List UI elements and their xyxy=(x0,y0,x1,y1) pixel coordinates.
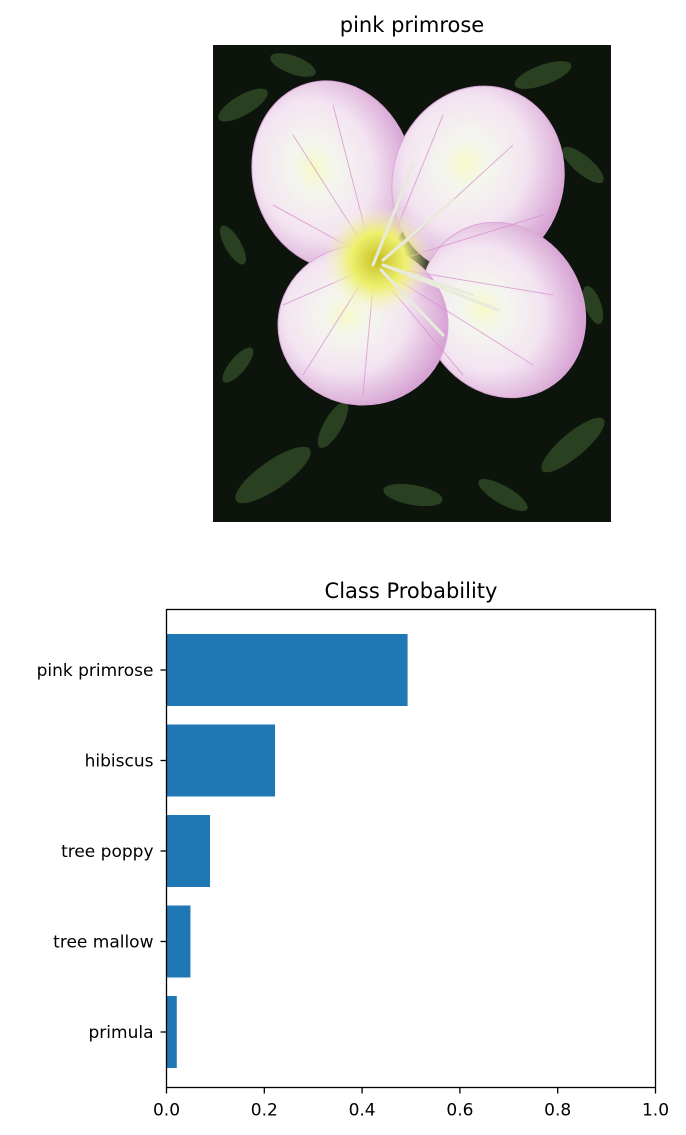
y-tick-label: hibiscus xyxy=(85,752,154,772)
x-tick-label: 0.2 xyxy=(251,1101,278,1121)
class-probability-chart: Class Probability pink primrose hibiscus t… xyxy=(37,579,669,1121)
x-tick-label: 0.8 xyxy=(544,1101,571,1121)
bar-primula xyxy=(166,996,177,1068)
plot-frame xyxy=(165,608,657,1089)
bar-hibiscus xyxy=(166,724,276,797)
bar-pink-primrose xyxy=(166,634,408,706)
bar-tree-poppy xyxy=(166,815,211,887)
x-tick-label: 0.4 xyxy=(349,1101,376,1121)
bar-tree-mallow xyxy=(166,905,191,978)
chart-title: Class Probability xyxy=(325,579,498,603)
x-tick-label: 0.6 xyxy=(446,1101,473,1121)
image-title: pink primrose xyxy=(339,13,485,37)
flower-photo xyxy=(213,45,611,522)
x-tick-label: 1.0 xyxy=(642,1101,669,1121)
y-tick-label: tree poppy xyxy=(61,842,153,862)
x-tick-label: 0.0 xyxy=(153,1101,180,1121)
y-tick-label: tree mallow xyxy=(53,933,153,953)
y-tick-label: pink primrose xyxy=(37,661,154,681)
y-tick-label: primula xyxy=(89,1023,154,1043)
